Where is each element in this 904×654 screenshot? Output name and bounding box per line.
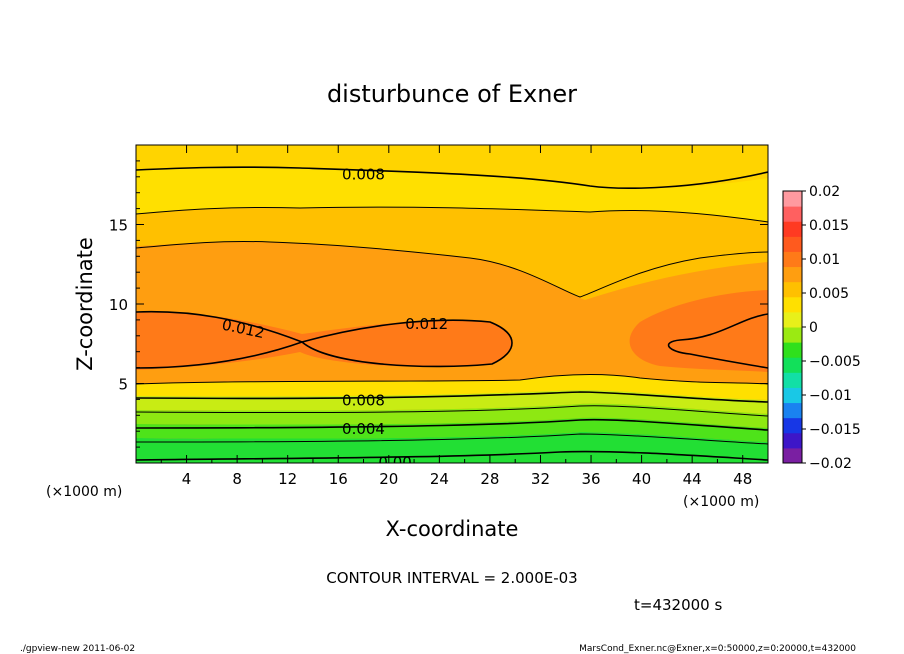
contour-line	[136, 310, 513, 369]
colorbar-cells	[783, 191, 802, 464]
y-tick-label: 5	[118, 376, 128, 394]
contour-label-text: 0.00	[378, 453, 411, 471]
contour-label: 0.00	[378, 453, 411, 471]
colorbar-tick-label: −0.005	[809, 354, 861, 370]
contour-line	[136, 450, 768, 461]
contour-line	[136, 391, 768, 403]
contour-line	[136, 206, 768, 223]
x-tick-label: 4	[182, 470, 192, 488]
colorbar-cell	[783, 191, 802, 207]
contour-line	[136, 373, 768, 385]
contour-line	[136, 433, 768, 445]
x-axis-label: X-coordinate	[386, 517, 519, 541]
x-tick-label: 40	[632, 470, 651, 488]
colorbar-cell	[783, 357, 802, 373]
x-tick-label: 16	[329, 470, 348, 488]
x-tick-label: 8	[232, 470, 242, 488]
x-tick-label: 28	[480, 470, 499, 488]
band-orange-upper	[136, 207, 768, 300]
contour-lines	[136, 166, 768, 461]
chart-title: disturbunce of Exner	[327, 80, 577, 108]
colorbar-cell	[783, 236, 802, 252]
colorbar-cell	[783, 432, 802, 449]
contour-label-text: 0.008	[342, 391, 385, 409]
contour-label: 0.008	[342, 391, 385, 409]
contour-label: 0.004	[342, 420, 385, 438]
band-green	[136, 417, 768, 442]
band-dark-orange-left2	[136, 311, 512, 370]
colorbar-cell	[783, 281, 802, 298]
colorbar-cell	[783, 342, 802, 358]
time-text: t=432000 s	[634, 596, 722, 614]
colorbar-cell	[783, 372, 802, 388]
contour-label: 0.012	[405, 315, 448, 333]
x-axis: 4 8 12 16 20 24 28 32 36 40 44 48	[160, 145, 752, 488]
colorbar-cell	[783, 206, 802, 222]
colorbar-tick-label: 0	[809, 320, 818, 336]
colorbar-tick-label: −0.02	[809, 456, 852, 472]
contour-line	[136, 166, 768, 189]
colorbar-cell	[783, 387, 802, 404]
contour-label: 0.008	[342, 166, 385, 184]
x-tick-label: 32	[531, 470, 550, 488]
band-top-light	[136, 145, 768, 189]
band-lime	[136, 403, 768, 428]
y-tick-label: 15	[109, 217, 128, 235]
x-axis-unit-right: (×1000 m)	[683, 494, 759, 510]
contour-interval-text: CONTOUR INTERVAL = 2.000E-03	[326, 569, 577, 587]
y-axis-label: Z-coordinate	[73, 237, 97, 371]
colorbar-tick-label: 0.01	[809, 252, 840, 268]
colorbar-tick-label: −0.015	[809, 422, 861, 438]
band-bright-green	[136, 432, 768, 463]
colorbar-cell	[783, 221, 802, 237]
filled-contour-field	[136, 145, 768, 463]
colorbar-cell	[783, 447, 802, 464]
footer-right: MarsCond_Exner.nc@Exner,x=0:50000,z=0:20…	[579, 644, 856, 654]
colorbar-cell	[783, 417, 802, 434]
colorbar-cell	[783, 251, 802, 268]
colorbar-tick-label: 0.005	[809, 286, 849, 302]
colorbar-cell	[783, 327, 802, 343]
colorbar-tick-label: −0.01	[809, 388, 852, 404]
colorbar-tick-label: 0.02	[809, 184, 840, 200]
colorbar-cell	[783, 402, 802, 419]
contour-label-text: 0.008	[342, 166, 385, 184]
colorbar: 0.02 0.015 0.01 0.005 0 −0.005 −0.01 −0.015 −0.0…	[782, 184, 861, 472]
x-tick-label: 24	[430, 470, 449, 488]
contour-line	[667, 313, 768, 369]
contour-label-text: 0.004	[342, 420, 385, 438]
contour-line	[136, 240, 768, 298]
x-tick-label: 12	[278, 470, 297, 488]
colorbar-cell	[783, 266, 802, 283]
y-axis: 5 10 15	[109, 160, 768, 448]
band-green-yellow	[136, 390, 768, 414]
x-tick-label: 36	[581, 470, 600, 488]
colorbar-ticks: 0.02 0.015 0.01 0.005 0 −0.005 −0.01 −0.015 −0.0…	[802, 184, 861, 472]
contour-label-text: 0.012	[405, 315, 448, 333]
band-yellow-low	[136, 374, 768, 400]
footer-left: ./gpview-new 2011-06-02	[20, 644, 135, 654]
contour-line	[136, 405, 768, 417]
band-dark-orange-right	[629, 290, 768, 372]
contour-line	[136, 418, 768, 431]
y-tick-label: 10	[109, 296, 128, 314]
x-tick-label: 44	[683, 470, 702, 488]
colorbar-cell	[783, 311, 802, 328]
x-tick-label: 48	[733, 470, 752, 488]
x-tick-label: 20	[379, 470, 398, 488]
x-axis-unit-left: (×1000 m)	[46, 484, 122, 500]
colorbar-tick-label: 0.015	[809, 218, 849, 234]
colorbar-cell	[783, 296, 802, 313]
